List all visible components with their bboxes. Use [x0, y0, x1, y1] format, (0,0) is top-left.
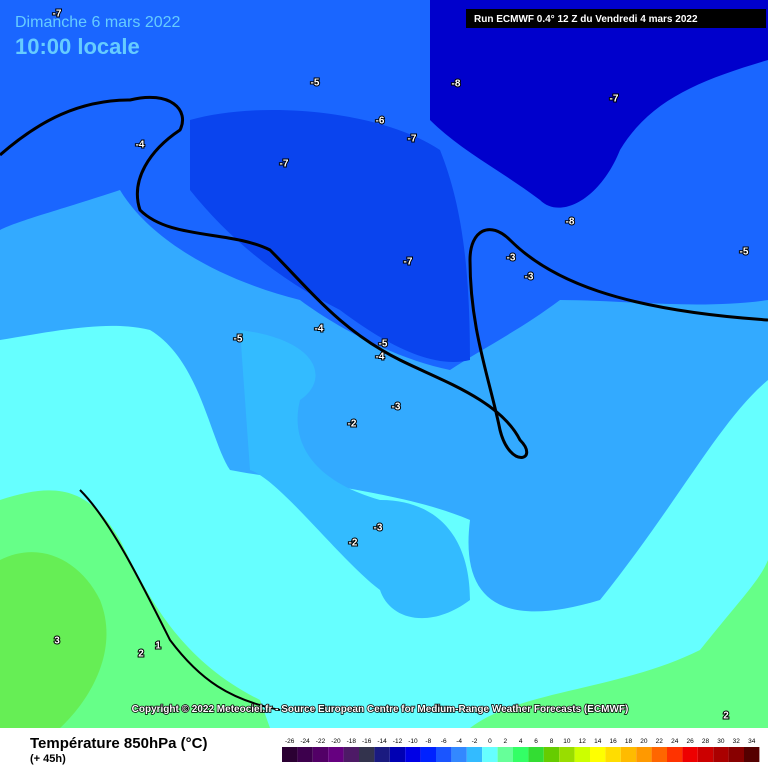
- color-box: [282, 747, 298, 762]
- scale-label: -16: [362, 738, 372, 745]
- time: 10:00 locale: [15, 34, 140, 59]
- color-box: [497, 747, 513, 762]
- contour-label: -8: [566, 217, 575, 228]
- scale-label: -8: [425, 738, 431, 745]
- color-scale: -26 -24 -22 -20 -18 -16 -14 -12 -10 -8 -6 -4 -2 0 2 4 6 8…: [282, 738, 760, 762]
- scale-label: -24: [300, 738, 310, 745]
- color-box: [405, 747, 421, 762]
- scale-label: 18: [625, 738, 633, 745]
- scale-label: -12: [393, 738, 403, 745]
- contour-label: -2: [349, 538, 358, 549]
- scale-label: 24: [671, 738, 679, 745]
- contour-label: -2: [348, 419, 357, 430]
- color-box: [343, 747, 359, 762]
- scale-label: -22: [316, 738, 326, 745]
- contour-label: -4: [315, 324, 324, 335]
- contour-label: -4: [136, 140, 145, 151]
- color-box: [590, 747, 606, 762]
- legend-title: Température 850hPa (°C): [30, 735, 207, 752]
- scale-label: 8: [550, 738, 554, 745]
- contour-label: -5: [740, 247, 749, 258]
- scale-label: -20: [331, 738, 341, 745]
- color-box: [620, 747, 637, 762]
- contour-label: 2: [723, 711, 729, 722]
- color-box: [559, 747, 575, 762]
- scale-label: -18: [347, 738, 357, 745]
- color-box: [420, 747, 436, 762]
- contour-label: -7: [53, 9, 62, 20]
- color-box: [389, 747, 406, 762]
- contour-label: -4: [376, 352, 385, 363]
- scale-label: 0: [488, 738, 492, 745]
- scale-label: 26: [686, 738, 694, 745]
- color-box: [697, 747, 714, 762]
- contour-label: -7: [610, 94, 619, 105]
- contour-label: -5: [311, 78, 320, 89]
- scale-label: 4: [519, 738, 523, 745]
- scale-label: 10: [563, 738, 571, 745]
- scale-label: -2: [472, 738, 478, 745]
- scale-label: 32: [733, 738, 741, 745]
- color-box: [543, 747, 560, 762]
- run-box: [466, 9, 766, 28]
- contour-label: -3: [525, 272, 534, 283]
- color-box: [374, 747, 390, 762]
- color-box: [667, 747, 683, 762]
- run: Run ECMWF 0.4° 12 Z du Vendredi 4 mars 2…: [474, 14, 698, 25]
- date: Dimanche 6 mars 2022: [15, 14, 181, 31]
- scale-label: -26: [285, 738, 295, 745]
- scale-label: -10: [408, 738, 418, 745]
- scale-label: 16: [609, 738, 617, 745]
- color-box: [682, 747, 698, 762]
- contour-label: -6: [376, 116, 385, 127]
- scale-label: 6: [534, 738, 538, 745]
- scale-label: 22: [656, 738, 664, 745]
- scale-label: 28: [702, 738, 710, 745]
- scale-label: 2: [503, 738, 507, 745]
- color-box: [513, 747, 529, 762]
- contour-label: -3: [507, 253, 516, 264]
- contour-label: -3: [374, 523, 383, 534]
- color-box: [359, 747, 375, 762]
- color-box: [436, 747, 452, 762]
- color-box: [728, 747, 744, 762]
- contour-label: -5: [379, 339, 388, 350]
- color-box: [574, 747, 590, 762]
- contour-label: -8: [452, 79, 461, 90]
- color-box: [605, 747, 621, 762]
- color-box: [328, 747, 344, 762]
- scale-label: 30: [717, 738, 725, 745]
- contour-label: -7: [280, 159, 289, 170]
- color-box: [297, 747, 313, 762]
- contour-label: 2: [138, 649, 144, 660]
- scale-label: -6: [441, 738, 447, 745]
- color-box: [636, 747, 652, 762]
- color-box: [312, 747, 329, 762]
- scale-label: -14: [377, 738, 387, 745]
- copyright: Copyright © 2022 Meteociel.fr - Source E…: [132, 704, 629, 715]
- contour-label: -5: [234, 334, 243, 345]
- color-box: [482, 747, 498, 762]
- scale-label: -4: [456, 738, 462, 745]
- color-box: [528, 747, 544, 762]
- contour-label: -7: [408, 134, 417, 145]
- scale-label: 14: [594, 738, 602, 745]
- contour-label: 3: [54, 636, 60, 647]
- color-box: [451, 747, 467, 762]
- color-box: [713, 747, 729, 762]
- contour-labels: -7 -5 -8 -7 -6 -7 -4 -7 -8 -5 -7 -3 -3 -4 -5 -5 -4 -3 -2 -3…: [52, 8, 750, 723]
- scale-label: 20: [640, 738, 648, 745]
- legend-subtitle: (+ 45h): [30, 753, 66, 765]
- map-background: [0, 0, 768, 728]
- contour-label: -3: [392, 402, 401, 413]
- scale-label: 34: [748, 738, 756, 745]
- color-box: [651, 747, 667, 762]
- contour-label: -7: [404, 257, 413, 268]
- contour-label: 1: [155, 641, 161, 652]
- color-box: [466, 747, 483, 762]
- scale-label: 12: [579, 738, 587, 745]
- color-box: [744, 747, 760, 762]
